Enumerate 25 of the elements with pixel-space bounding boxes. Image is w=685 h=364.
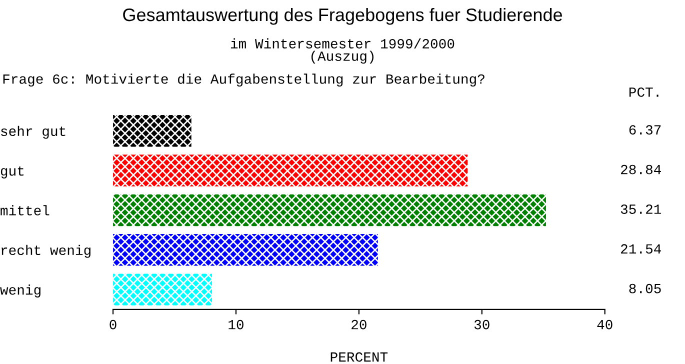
data-label: 21.54 (621, 244, 661, 254)
x-tick-label: 0 (110, 320, 116, 330)
x-tick-label: 10 (228, 320, 244, 330)
bar (113, 114, 192, 147)
text: PCT. (629, 87, 658, 97)
data-label: 28.84 (621, 164, 661, 174)
y-tick-label: recht wenig (2, 244, 90, 258)
bar (113, 234, 378, 266)
bar (113, 274, 212, 306)
x-tick-label: 20 (352, 320, 366, 330)
y-tick-label: mittel (0, 205, 50, 216)
data-label: 6.37 (629, 125, 661, 135)
y-tick-label: wenig (0, 284, 40, 298)
bar (113, 154, 468, 186)
chart-subtitle: im Wintersemester 1999/2000 (Auszug) (230, 38, 454, 64)
bar (113, 194, 546, 226)
data-label: 35.21 (620, 204, 662, 214)
text: Frage 6c: Motivierte die Aufgabenstellung zur Bearbeitung? (3, 74, 484, 87)
x-tick-label: 40 (597, 320, 612, 330)
x-tick-label: 30 (474, 320, 490, 330)
data-label: 8.05 (629, 284, 661, 294)
y-tick-label: gut (0, 166, 24, 178)
y-tick-label: sehr gut (1, 126, 66, 139)
x-axis-title: PERCENT (330, 352, 388, 362)
chart-title: Gesamtauswertung des Fragebogens fuer Studierende (123, 8, 562, 25)
